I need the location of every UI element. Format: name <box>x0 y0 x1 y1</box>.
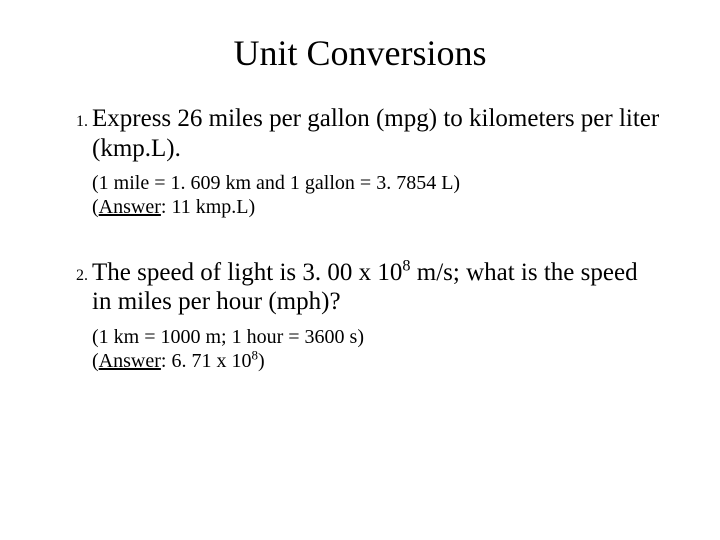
q2-text: The speed of light is 3. 00 x 108 m/s; w… <box>92 258 660 317</box>
q2-ans-pre: : 6. 71 x 10 <box>161 350 252 372</box>
question-1: Express 26 miles per gallon (mpg) to kil… <box>92 104 660 220</box>
question-2: The speed of light is 3. 00 x 108 m/s; w… <box>92 258 660 374</box>
q2-exponent: 8 <box>402 256 410 274</box>
q2-ans-post: ) <box>258 350 265 372</box>
q1-answer-value: : 11 kmp.L) <box>161 196 255 218</box>
q2-pre: The speed of light is 3. 00 x 10 <box>92 259 402 286</box>
answer-label: Answer <box>99 350 161 372</box>
q1-conversion: (1 mile = 1. 609 km and 1 gallon = 3. 78… <box>92 171 660 195</box>
q1-text: Express 26 miles per gallon (mpg) to kil… <box>92 104 660 163</box>
q1-answer: (Answer: 11 kmp.L) <box>92 195 660 219</box>
answer-label: Answer <box>99 196 161 218</box>
slide-title: Unit Conversions <box>60 32 660 74</box>
slide: Unit Conversions Express 26 miles per ga… <box>0 0 720 374</box>
q2-answer: (Answer: 6. 71 x 108) <box>92 349 660 373</box>
q2-conversion: (1 km = 1000 m; 1 hour = 3600 s) <box>92 325 660 349</box>
question-list: Express 26 miles per gallon (mpg) to kil… <box>60 104 660 374</box>
